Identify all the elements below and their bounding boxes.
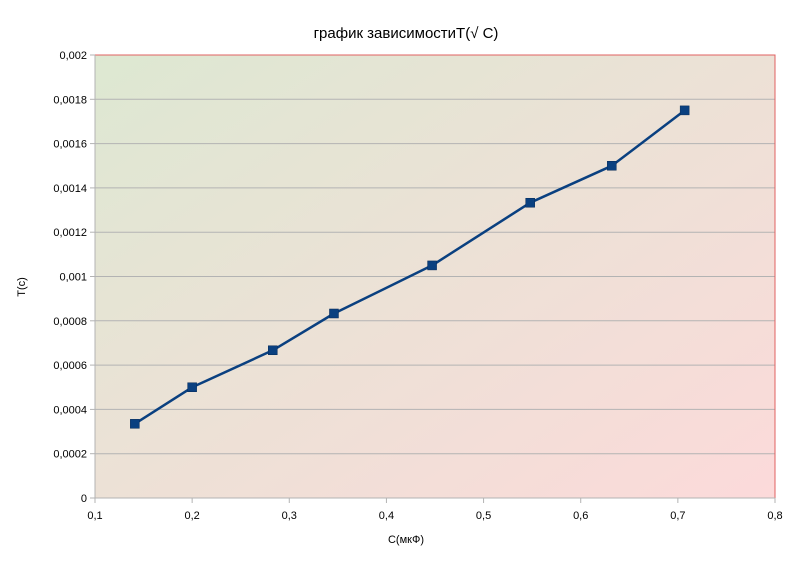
data-point-marker: [130, 419, 140, 429]
y-tick-label: 0,0008: [53, 316, 87, 328]
y-axis-label: T(c): [16, 277, 28, 297]
x-tick-label: 0,8: [767, 510, 782, 522]
x-tick-label: 0,6: [573, 510, 588, 522]
y-tick-label: 0,0004: [53, 404, 87, 416]
x-tick-label: 0,2: [184, 510, 199, 522]
data-point-marker: [525, 197, 535, 208]
x-tick-label: 0,3: [282, 510, 297, 522]
y-axis-ticks: 0 0,0002 0,0004 0,0006 0,0008 0,001 0,0012 0,00…: [53, 50, 95, 505]
x-tick-label: 0,7: [670, 510, 685, 522]
data-point-marker: [187, 382, 197, 392]
data-point-marker: [329, 308, 339, 319]
y-tick-label: 0,0002: [53, 449, 87, 461]
chart-title: график зависимостиT(√ C): [314, 25, 499, 42]
y-tick-label: 0,0014: [53, 183, 87, 195]
x-axis-ticks: 0,1 0,2 0,3 0,4 0,5 0,6 0,7 0,8: [87, 498, 783, 522]
y-tick-label: 0,0016: [53, 139, 87, 151]
data-point-marker: [679, 105, 690, 116]
y-tick-label: 0: [81, 493, 87, 505]
series-line: [134, 109, 686, 425]
y-tick-label: 0,002: [59, 50, 87, 62]
series-group: [130, 105, 690, 429]
y-tick-label: 0,001: [59, 272, 87, 284]
x-tick-label: 0,4: [379, 510, 394, 522]
data-point-marker: [607, 161, 617, 171]
data-point-marker: [427, 260, 437, 271]
data-point-marker: [268, 345, 278, 356]
x-tick-label: 0,1: [87, 510, 102, 522]
x-axis-label: C(мкФ): [388, 534, 424, 546]
y-tick-label: 0,0018: [53, 94, 87, 106]
y-tick-label: 0,0006: [53, 360, 87, 372]
x-tick-label: 0,5: [476, 510, 491, 522]
y-tick-label: 0,0012: [53, 227, 87, 239]
